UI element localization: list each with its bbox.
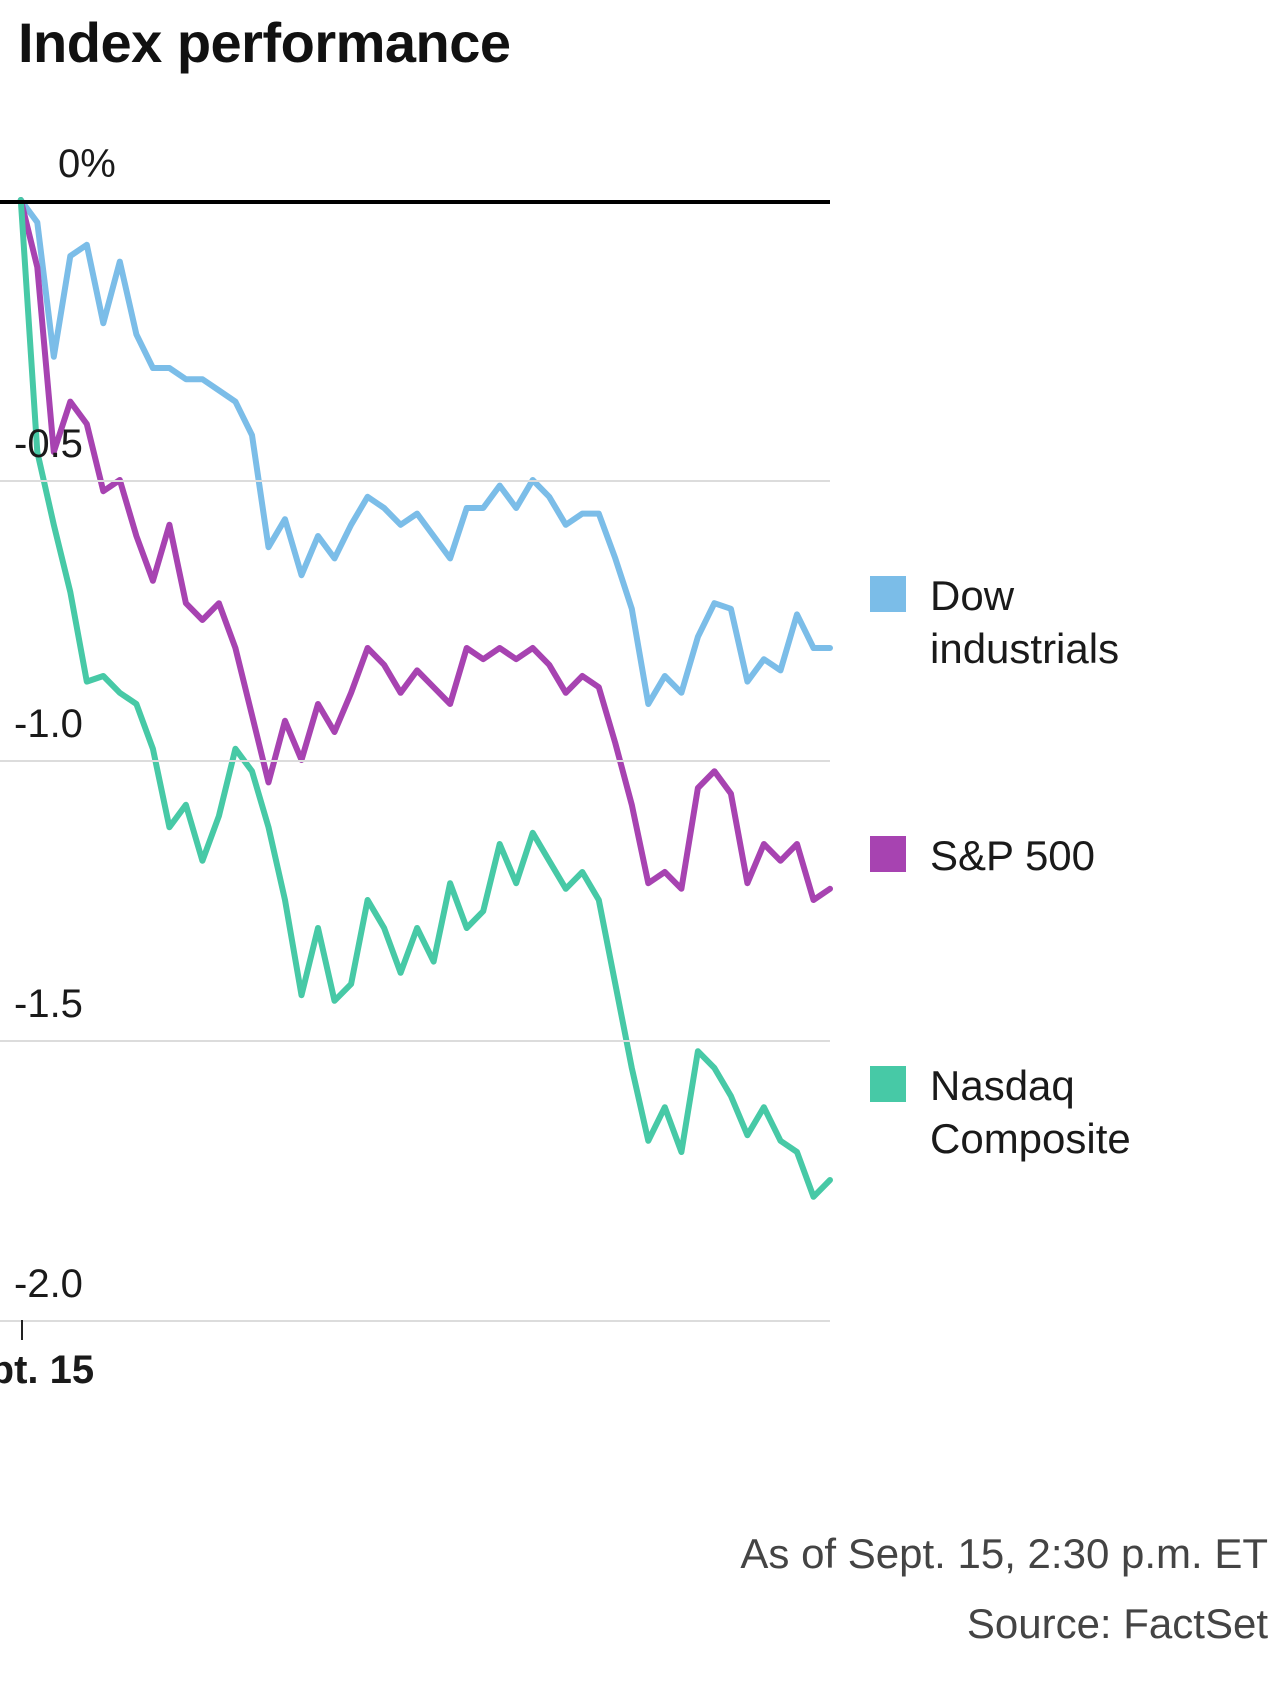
legend-swatch — [870, 1066, 906, 1102]
y-axis-label: -1.5 — [14, 982, 83, 1027]
x-axis-tick — [21, 1320, 23, 1340]
chart-title: Index performance — [18, 10, 511, 75]
y-axis-label: -0.5 — [14, 422, 83, 467]
footer-asof: As of Sept. 15, 2:30 p.m. ET — [740, 1530, 1268, 1578]
x-axis-label: Sept. 15 — [0, 1348, 94, 1393]
legend-item: S&P 500 — [870, 830, 1260, 883]
legend-label: NasdaqComposite — [930, 1060, 1131, 1165]
y-axis-label: -2.0 — [14, 1262, 83, 1307]
legend-item: Dowindustrials — [870, 570, 1260, 675]
series-line — [21, 200, 830, 900]
series-line — [21, 200, 830, 704]
legend-swatch — [870, 836, 906, 872]
grid-line — [0, 480, 830, 482]
grid-line — [0, 200, 830, 204]
y-axis-label: -1.0 — [14, 702, 83, 747]
legend-swatch — [870, 576, 906, 612]
grid-line — [0, 1040, 830, 1042]
footer-source: Source: FactSet — [967, 1600, 1268, 1648]
plot-area: 0%-0.5-1.0-1.5-2.0Sept. 15 — [0, 200, 830, 1320]
grid-line — [0, 1320, 830, 1322]
legend-label: Dowindustrials — [930, 570, 1119, 675]
y-axis-label: 0% — [58, 142, 116, 187]
index-performance-chart: Index performance 0% -0.5 -1.0 -1.5 -2.0 Sept… — [0, 0, 1280, 1706]
legend-item: NasdaqComposite — [870, 1060, 1260, 1165]
grid-line — [0, 760, 830, 762]
legend-label: S&P 500 — [930, 830, 1095, 883]
